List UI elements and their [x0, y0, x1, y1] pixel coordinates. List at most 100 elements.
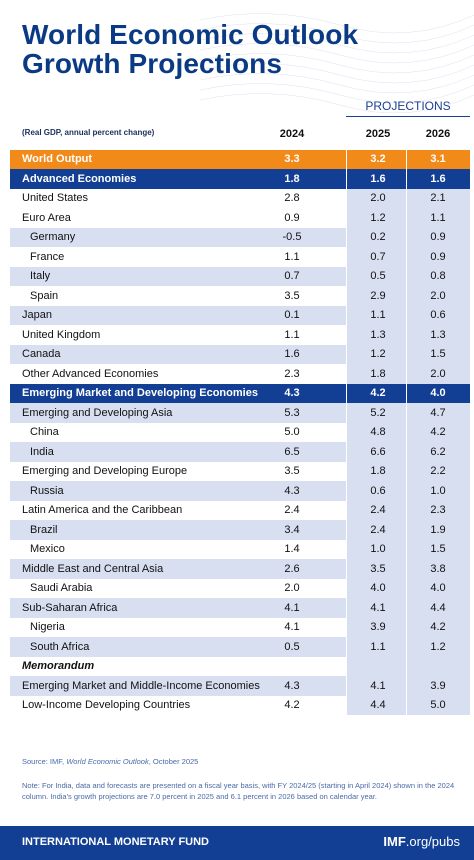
row-value-2026: 5.0 [430, 699, 446, 712]
row-label: Advanced Economies [22, 172, 137, 185]
projection-column-shade [346, 461, 470, 481]
row-value-2025: 4.1 [370, 679, 386, 692]
row-value-2026: 2.0 [430, 289, 446, 302]
row-value-2024: 0.7 [284, 270, 300, 283]
table-row: Middle East and Central Asia 2.6 3.5 3.8 [10, 559, 470, 579]
projection-column-shade [346, 208, 470, 228]
row-value-2026: 2.2 [430, 465, 446, 478]
row-value-2025 [348, 657, 408, 677]
column-separator [346, 149, 347, 715]
row-value-2025: 1.3 [370, 328, 386, 341]
row-label: Nigeria [30, 621, 65, 634]
row-label: Euro Area [22, 211, 71, 224]
row-label: United Kingdom [22, 328, 101, 341]
projection-column-shade [346, 656, 470, 676]
row-value-2025: 1.8 [370, 367, 386, 380]
row-value-2025: 4.2 [370, 387, 386, 400]
projection-column-shade [346, 422, 470, 442]
row-value-2026: 4.4 [430, 601, 446, 614]
table-row: Advanced Economies 1.8 1.6 1.6 [10, 169, 470, 189]
row-label: Low-Income Developing Countries [22, 699, 191, 712]
row-value-2024: 3.5 [284, 465, 300, 478]
table-row: Japan 0.1 1.1 0.6 [10, 305, 470, 325]
row-label: Emerging Market and Middle-Income Econom… [22, 679, 260, 692]
row-value-2026: 4.2 [430, 426, 446, 439]
row-value-2025: 1.6 [370, 172, 386, 185]
row-value-2026: 4.2 [430, 621, 446, 634]
row-label: Other Advanced Economies [22, 367, 159, 380]
row-value-2024 [262, 657, 322, 677]
row-value-2024: -0.5 [282, 231, 302, 244]
row-label: China [30, 426, 59, 439]
table-row: Emerging Market and Developing Economies… [10, 383, 470, 403]
row-value-2024: 3.4 [284, 523, 300, 536]
row-value-2026: 4.0 [430, 387, 446, 400]
row-value-2026 [408, 657, 468, 677]
row-value-2024: 4.2 [284, 699, 300, 712]
table-row: Emerging and Developing Europe 3.5 1.8 2.2 [10, 461, 470, 481]
row-value-2024: 5.3 [284, 406, 300, 419]
projection-column-shade [346, 286, 470, 306]
background-wave-pattern [200, 13, 474, 114]
row-value-2026: 4.0 [430, 582, 446, 595]
footer-url-rest: .org/pubs [405, 834, 460, 849]
projection-column-shade [346, 539, 470, 559]
row-value-2026: 1.5 [430, 543, 446, 556]
row-value-2025: 1.0 [370, 543, 386, 556]
table-row: Sub-Saharan Africa 4.1 4.1 4.4 [10, 598, 470, 618]
row-value-2025: 5.2 [370, 406, 386, 419]
row-value-2025: 4.4 [370, 699, 386, 712]
row-label: France [30, 250, 65, 263]
row-value-2026: 0.9 [430, 250, 446, 263]
table-row: Russia 4.3 0.6 1.0 [10, 481, 470, 501]
row-value-2024: 2.4 [284, 504, 300, 517]
table-row: Low-Income Developing Countries 4.2 4.4 5.0 [10, 695, 470, 715]
table-row: Emerging Market and Middle-Income Econom… [10, 676, 470, 696]
table-row: Nigeria 4.1 3.9 4.2 [10, 617, 470, 637]
row-value-2025: 2.4 [370, 504, 386, 517]
projection-column-shade [346, 247, 470, 267]
column-separator [406, 149, 407, 715]
row-value-2024: 5.0 [284, 426, 300, 439]
projection-column-shade [346, 188, 470, 208]
row-value-2026: 2.3 [430, 504, 446, 517]
table-row: China 5.0 4.8 4.2 [10, 422, 470, 442]
row-label: Saudi Arabia [30, 582, 93, 595]
table-row: Mexico 1.4 1.0 1.5 [10, 539, 470, 559]
row-value-2026: 0.8 [430, 270, 446, 283]
row-value-2025: 3.2 [370, 153, 386, 166]
row-value-2025: 6.6 [370, 445, 386, 458]
row-value-2024: 0.5 [284, 640, 300, 653]
row-value-2024: 0.9 [284, 211, 300, 224]
table-row: World Output 3.3 3.2 3.1 [10, 149, 470, 169]
row-value-2025: 2.4 [370, 523, 386, 536]
row-value-2024: 1.4 [284, 543, 300, 556]
row-value-2026: 1.0 [430, 484, 446, 497]
table-row: France 1.1 0.7 0.9 [10, 247, 470, 267]
row-value-2026: 3.9 [430, 679, 446, 692]
row-value-2024: 1.1 [284, 250, 300, 263]
footer-url[interactable]: IMF.org/pubs [383, 834, 460, 849]
row-value-2024: 4.3 [284, 387, 300, 400]
row-value-2024: 3.5 [284, 289, 300, 302]
year-header-2025: 2025 [365, 128, 391, 140]
row-label: Sub-Saharan Africa [22, 601, 118, 614]
footer-url-bold: IMF [383, 834, 406, 849]
row-value-2026: 1.3 [430, 328, 446, 341]
row-label: Emerging and Developing Asia [22, 406, 173, 419]
row-value-2026: 1.5 [430, 348, 446, 361]
projection-column-shade [346, 364, 470, 384]
row-value-2024: 4.1 [284, 601, 300, 614]
projection-column-shade [346, 578, 470, 598]
row-value-2025: 4.1 [370, 601, 386, 614]
row-label: Canada [22, 348, 61, 361]
title-line-2: Growth Projections [22, 48, 283, 79]
source-note: Source: IMF, World Economic Outlook, Oct… [22, 757, 198, 766]
row-value-2025: 1.1 [370, 640, 386, 653]
row-value-2024: 3.3 [284, 153, 300, 166]
table-row: Germany -0.5 0.2 0.9 [10, 227, 470, 247]
table-subtitle: (Real GDP, annual percent change) [22, 128, 155, 137]
table-row: Italy 0.7 0.5 0.8 [10, 266, 470, 286]
row-value-2026: 1.2 [430, 640, 446, 653]
table-row: Brazil 3.4 2.4 1.9 [10, 520, 470, 540]
